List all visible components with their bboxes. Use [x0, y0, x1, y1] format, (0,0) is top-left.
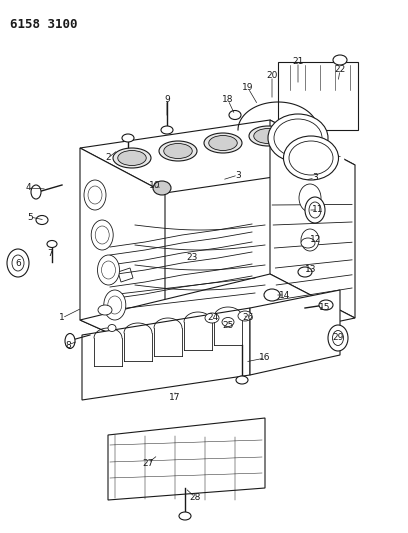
Ellipse shape	[47, 240, 57, 247]
Polygon shape	[108, 418, 265, 500]
Ellipse shape	[179, 512, 191, 520]
Ellipse shape	[264, 289, 280, 301]
Ellipse shape	[333, 330, 344, 345]
Ellipse shape	[118, 150, 146, 166]
Polygon shape	[80, 148, 165, 358]
Ellipse shape	[164, 143, 192, 158]
Ellipse shape	[319, 300, 333, 310]
Ellipse shape	[36, 215, 48, 224]
Ellipse shape	[7, 249, 29, 277]
Ellipse shape	[254, 128, 282, 143]
Ellipse shape	[301, 229, 319, 251]
Text: 8: 8	[65, 341, 71, 350]
Text: 6: 6	[15, 259, 21, 268]
Ellipse shape	[204, 133, 242, 153]
Text: 9: 9	[164, 95, 170, 104]
Ellipse shape	[98, 305, 112, 315]
Ellipse shape	[305, 197, 325, 223]
Ellipse shape	[65, 334, 75, 349]
Polygon shape	[82, 308, 250, 400]
Text: 13: 13	[305, 265, 317, 274]
Text: 3: 3	[235, 171, 241, 180]
Text: 5: 5	[27, 213, 33, 222]
Text: 12: 12	[310, 236, 322, 245]
Text: 3: 3	[312, 174, 318, 182]
Text: 14: 14	[279, 290, 290, 300]
Text: 18: 18	[222, 95, 234, 104]
Ellipse shape	[108, 296, 122, 314]
Polygon shape	[80, 274, 355, 358]
Text: 7: 7	[47, 248, 53, 257]
Polygon shape	[278, 62, 358, 130]
Ellipse shape	[284, 136, 339, 180]
Ellipse shape	[31, 185, 41, 199]
Ellipse shape	[122, 134, 134, 142]
Ellipse shape	[205, 313, 219, 323]
Ellipse shape	[161, 126, 173, 134]
Ellipse shape	[333, 55, 347, 65]
Ellipse shape	[268, 114, 328, 162]
Text: 22: 22	[335, 66, 346, 75]
Text: 23: 23	[186, 254, 198, 262]
Text: 21: 21	[292, 58, 304, 67]
Ellipse shape	[209, 135, 237, 150]
Text: 27: 27	[142, 458, 154, 467]
Ellipse shape	[222, 318, 234, 327]
Ellipse shape	[113, 148, 151, 168]
Text: 16: 16	[259, 353, 271, 362]
Text: 15: 15	[319, 303, 331, 312]
Ellipse shape	[95, 226, 109, 244]
Text: 19: 19	[242, 84, 254, 93]
Text: 2: 2	[105, 154, 111, 163]
Text: 25: 25	[222, 320, 234, 329]
Ellipse shape	[236, 376, 248, 384]
Ellipse shape	[299, 184, 321, 212]
Text: 29: 29	[332, 334, 344, 343]
Ellipse shape	[104, 290, 126, 320]
Text: 4: 4	[25, 183, 31, 192]
Ellipse shape	[98, 255, 120, 285]
Polygon shape	[250, 290, 340, 375]
Polygon shape	[270, 120, 355, 318]
Ellipse shape	[301, 238, 315, 248]
Ellipse shape	[91, 220, 113, 250]
Text: 17: 17	[169, 392, 181, 401]
Text: 24: 24	[207, 313, 219, 322]
Ellipse shape	[102, 261, 115, 279]
Text: 26: 26	[242, 313, 254, 322]
Ellipse shape	[309, 202, 321, 218]
Text: 6158 3100: 6158 3100	[10, 18, 78, 31]
Polygon shape	[80, 120, 355, 193]
Ellipse shape	[298, 267, 312, 277]
Ellipse shape	[88, 186, 102, 204]
Ellipse shape	[108, 325, 116, 332]
Ellipse shape	[84, 180, 106, 210]
Ellipse shape	[249, 126, 287, 146]
Text: 10: 10	[149, 182, 161, 190]
Ellipse shape	[12, 255, 24, 271]
Ellipse shape	[328, 325, 348, 351]
Text: 28: 28	[189, 492, 201, 502]
Text: 20: 20	[266, 71, 278, 80]
Ellipse shape	[229, 110, 241, 119]
Text: 11: 11	[312, 206, 324, 214]
Polygon shape	[118, 268, 133, 282]
Text: 1: 1	[59, 313, 65, 322]
Ellipse shape	[153, 181, 171, 195]
Ellipse shape	[238, 311, 252, 321]
Ellipse shape	[159, 141, 197, 161]
